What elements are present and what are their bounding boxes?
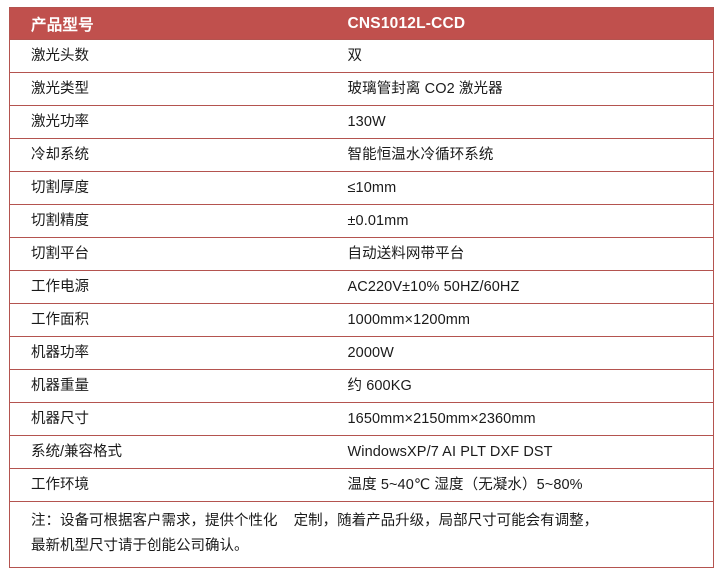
note-line-2: 最新机型尺寸请于创能公司确认。 [31,537,249,554]
product-spec-table-container: 产品型号 CNS1012L-CCD 激光头数 双 激光类型 玻璃管封离 CO2 … [9,7,714,568]
spec-value: 130W [328,105,714,139]
table-row: 激光类型 玻璃管封离 CO2 激光器 [9,72,714,106]
spec-value: ±0.01mm [328,204,714,238]
spec-label: 激光功率 [9,105,329,139]
spec-label: 系统/兼容格式 [9,435,329,469]
table-row: 机器重量 约 600KG [9,369,714,403]
header-value-model-number: CNS1012L-CCD [347,14,466,32]
spec-value: 2000W [328,336,714,370]
spec-value: 玻璃管封离 CO2 激光器 [328,72,714,106]
product-spec-table: 产品型号 CNS1012L-CCD 激光头数 双 激光类型 玻璃管封离 CO2 … [9,7,714,568]
spec-label: 冷却系统 [9,138,329,172]
spec-label: 工作环境 [9,468,329,502]
spec-label: 激光类型 [9,72,329,106]
spec-label: 机器重量 [9,369,329,403]
table-note-row: 注：设备可根据客户需求，提供个性化 定制，随着产品升级，局部尺寸可能会有调整， … [9,501,714,568]
spec-table-body: 产品型号 CNS1012L-CCD 激光头数 双 激光类型 玻璃管封离 CO2 … [9,7,714,568]
spec-note-cell: 注：设备可根据客户需求，提供个性化 定制，随着产品升级，局部尺寸可能会有调整， … [9,501,714,568]
spec-value: ≤10mm [328,171,714,205]
header-label-product-model: 产品型号 [31,16,94,34]
spec-label: 工作面积 [9,303,329,337]
spec-value: AC220V±10% 50HZ/60HZ [328,270,714,304]
spec-value: 温度 5~40℃ 湿度（无凝水）5~80% [328,468,714,502]
spec-label: 机器尺寸 [9,402,329,436]
spec-value: 1650mm×2150mm×2360mm [328,402,714,436]
spec-label: 切割精度 [9,204,329,238]
table-row: 机器功率 2000W [9,336,714,370]
spec-value: 双 [328,39,714,73]
spec-label: 切割厚度 [9,171,329,205]
spec-value: WindowsXP/7 AI PLT DXF DST [328,435,714,469]
table-row: 工作电源 AC220V±10% 50HZ/60HZ [9,270,714,304]
table-row: 冷却系统 智能恒温水冷循环系统 [9,138,714,172]
spec-label: 切割平台 [9,237,329,271]
table-row: 激光头数 双 [9,39,714,73]
spec-label: 工作电源 [9,270,329,304]
spec-value: 自动送料网带平台 [328,237,714,271]
spec-value: 约 600KG [328,369,714,403]
spec-value: 1000mm×1200mm [328,303,714,337]
table-header-row: 产品型号 CNS1012L-CCD [9,7,714,40]
spec-label: 机器功率 [9,336,329,370]
spec-value: 智能恒温水冷循环系统 [328,138,714,172]
spec-label: 激光头数 [9,39,329,73]
note-line-1: 注：设备可根据客户需求，提供个性化 定制，随着产品升级，局部尺寸可能会有调整， [31,513,599,529]
table-row: 切割精度 ±0.01mm [9,204,714,238]
table-row: 机器尺寸 1650mm×2150mm×2360mm [9,402,714,436]
table-row: 工作面积 1000mm×1200mm [9,303,714,337]
table-row: 切割平台 自动送料网带平台 [9,237,714,271]
table-row: 切割厚度 ≤10mm [9,171,714,205]
table-row: 工作环境 温度 5~40℃ 湿度（无凝水）5~80% [9,468,714,502]
table-row: 系统/兼容格式 WindowsXP/7 AI PLT DXF DST [9,435,714,469]
table-row: 激光功率 130W [9,105,714,139]
